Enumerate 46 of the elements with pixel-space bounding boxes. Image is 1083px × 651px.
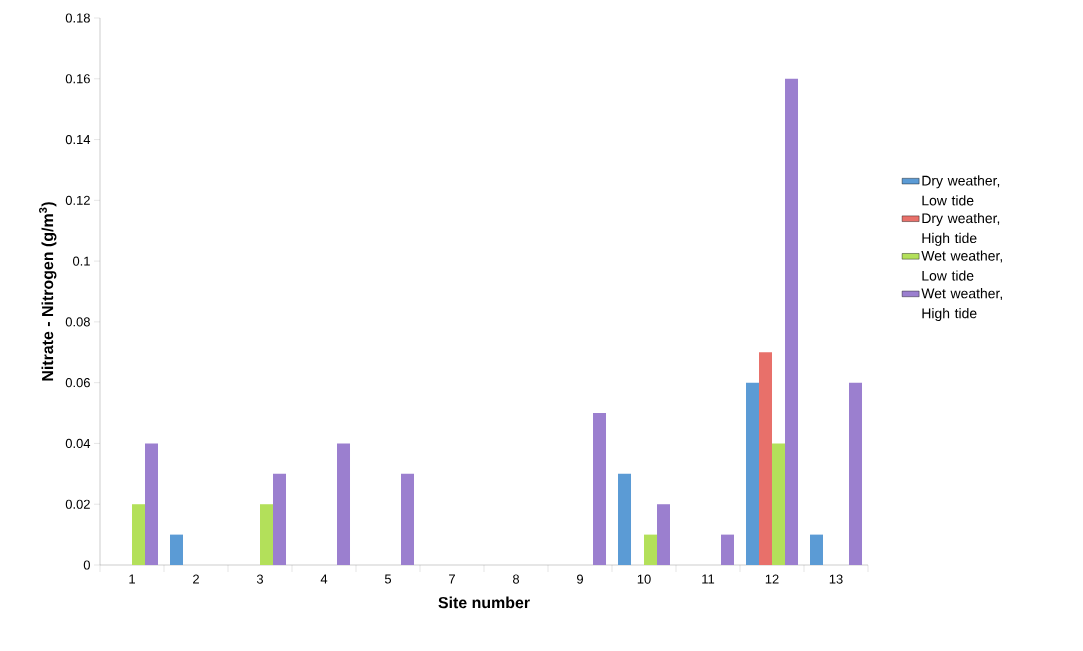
x-tick-label: 2	[193, 574, 199, 584]
legend-label: Wet weather, High tide	[921, 288, 1002, 322]
bar	[746, 382, 760, 565]
bar	[785, 78, 799, 565]
legend-label: Dry weather, Low tide	[922, 175, 1000, 206]
x-tick-label: 12	[765, 574, 779, 584]
legend-label: Wet weather, Low tide	[921, 250, 1002, 281]
bar	[260, 504, 273, 565]
x-tick-label: 4	[320, 574, 328, 584]
bar	[401, 473, 414, 565]
y-tick-label: 0	[83, 560, 90, 570]
x-tick-label: 5	[384, 574, 392, 584]
y-tick-label: 0.12	[65, 195, 90, 205]
x-tick-label: 13	[829, 574, 843, 584]
bar	[810, 534, 824, 565]
x-axis-title: Site number	[438, 596, 530, 609]
y-tick-label: 0.16	[65, 74, 90, 84]
y-tick-label: 0.18	[65, 13, 90, 23]
y-tick-label: 0.1	[72, 256, 90, 266]
x-tick-label: 7	[449, 574, 455, 584]
y-tick-label: 0.02	[65, 499, 90, 509]
x-tick-label: 9	[577, 574, 583, 584]
bar	[145, 443, 158, 565]
x-tick-label: 10	[637, 574, 651, 584]
bar	[618, 473, 632, 565]
y-tick-label: 0.04	[65, 438, 91, 449]
bar	[759, 352, 773, 565]
x-tick-label: 8	[512, 574, 520, 584]
x-tick-label: 1	[129, 574, 135, 584]
bar	[337, 443, 350, 565]
x-tick-label: 11	[702, 574, 715, 584]
y-tick-label: 0.06	[65, 378, 90, 388]
bar	[644, 534, 658, 565]
bar	[772, 443, 786, 565]
y-tick-label: 0.14	[65, 134, 91, 145]
bar	[170, 534, 183, 565]
bar	[273, 473, 286, 565]
x-tick-label: 3	[256, 574, 264, 584]
legend-label: Dry weather, High tide	[922, 212, 1000, 246]
bar	[657, 504, 671, 565]
bar	[721, 534, 735, 565]
y-tick-label: 0.08	[65, 317, 90, 327]
bar	[593, 413, 607, 565]
y-axis-title: Nitrate - Nitrogen (g/m$^{3}$)	[39, 202, 57, 381]
bar	[849, 382, 863, 565]
bar	[132, 504, 145, 565]
